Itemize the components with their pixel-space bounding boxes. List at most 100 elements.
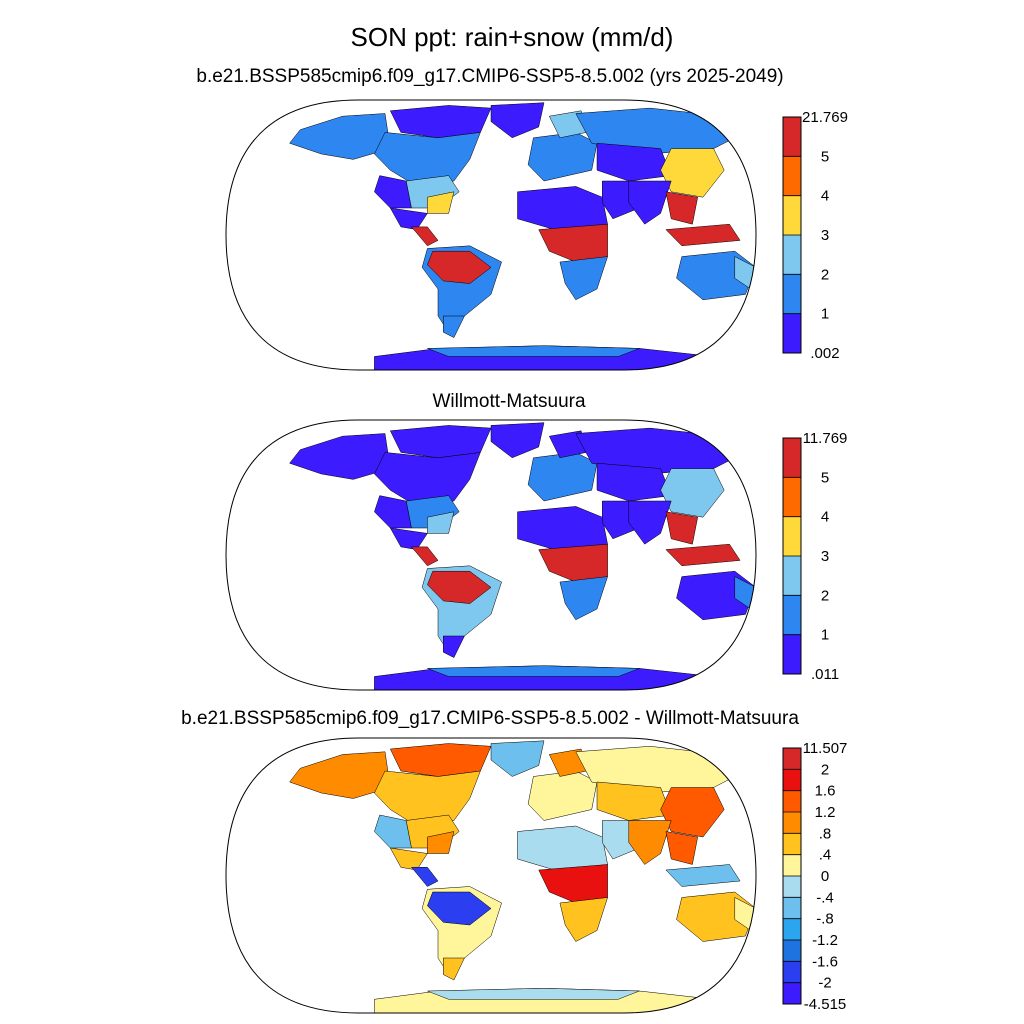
region-usa-west — [374, 495, 412, 529]
map-panel-1 — [225, 99, 782, 371]
colorbar-label: 4 — [821, 188, 829, 205]
region-mexico — [389, 207, 428, 230]
colorbar-label: 3 — [821, 227, 829, 244]
colorbar-1: 21.769 5 4 3 2 1 .002 — [782, 109, 848, 362]
region-patagonia — [443, 957, 465, 981]
region-newzealand — [761, 942, 782, 967]
colorbar-swatch — [783, 438, 801, 478]
region-africa-central — [538, 223, 608, 263]
region-northamerica — [374, 770, 481, 827]
colorbar-swatch — [783, 961, 801, 983]
colorbar-label: -4.515 — [804, 996, 847, 1013]
colorbar-label: -1.2 — [812, 932, 838, 949]
region-africa-south — [559, 256, 608, 301]
region-greenland — [490, 102, 545, 139]
colorbar-swatch — [783, 477, 801, 517]
region-greenland — [490, 740, 545, 777]
panel-1-title: b.e21.BSSP585cmip6.f09_g17.CMIP6-SSP5-8.… — [196, 66, 784, 87]
region-southeastasia — [665, 831, 698, 865]
colorbar-swatch — [783, 634, 801, 675]
region-centralasia — [596, 142, 672, 182]
region-alaska — [289, 113, 391, 160]
region-usa-west — [374, 814, 412, 849]
region-eastasia — [660, 468, 725, 518]
region-africa-north — [517, 825, 608, 871]
colorbar-label: 0 — [821, 868, 829, 885]
figure-title: SON ppt: rain+snow (mm/d) — [350, 22, 674, 52]
region-india — [628, 820, 672, 865]
colorbar-swatch — [783, 982, 801, 1005]
region-patagonia — [443, 635, 465, 658]
colorbar-swatch — [783, 156, 801, 196]
region-africa-central — [538, 864, 608, 904]
colorbar-2: 11.769 5 4 3 2 1 .011 — [782, 430, 847, 683]
region-africa-north — [517, 186, 608, 230]
region-usa-southeast — [427, 831, 455, 854]
region-africa-central — [538, 543, 608, 583]
colorbar-label: 5 — [821, 469, 829, 486]
region-newzealand — [761, 300, 782, 324]
colorbar-swatch — [783, 748, 801, 770]
region-alaska — [289, 751, 391, 799]
colorbar-label: -1.6 — [812, 953, 838, 970]
map-panel-2 — [225, 419, 782, 691]
region-india — [628, 180, 672, 225]
colorbar-swatch — [783, 854, 801, 877]
colorbar-swatch — [783, 940, 801, 962]
region-usa-west — [374, 175, 412, 209]
map-panel-3 — [225, 737, 782, 1014]
region-eastasia — [660, 787, 725, 838]
colorbar-label: 1 — [821, 306, 829, 323]
region-centralasia — [596, 781, 672, 821]
map-outline — [225, 737, 757, 1014]
colorbar-swatch — [783, 918, 801, 941]
region-southeastasia — [665, 191, 698, 225]
region-india — [628, 500, 672, 545]
region-centralamerica — [410, 546, 439, 567]
colorbar-label: 4 — [821, 509, 829, 526]
region-amazon — [427, 570, 492, 604]
region-europe — [527, 132, 598, 182]
colorbar-label: 5 — [821, 148, 829, 165]
region-northamerica — [374, 132, 481, 187]
colorbar-swatch — [783, 274, 801, 314]
region-africa-north — [517, 506, 608, 550]
region-newzealand — [761, 620, 782, 644]
colorbar-label: .002 — [810, 345, 839, 362]
colorbar-swatch — [783, 595, 801, 635]
colorbar-label: 2 — [821, 761, 829, 778]
region-indonesia — [665, 223, 741, 247]
colorbar-label: -2 — [818, 975, 831, 992]
colorbar-swatch — [783, 235, 801, 275]
region-usa-southeast — [427, 191, 455, 214]
land-regions — [289, 102, 782, 370]
colorbar-swatch — [783, 897, 801, 919]
colorbar-label: 3 — [821, 548, 829, 565]
colorbar-swatch — [783, 117, 801, 157]
colorbar-label: 1.2 — [815, 804, 836, 821]
region-alaska — [289, 433, 391, 480]
region-greenland — [490, 422, 545, 459]
colorbar-swatch — [783, 195, 801, 236]
region-indonesia — [665, 864, 741, 887]
region-antarctica-coast — [427, 345, 640, 357]
colorbar-label: -.8 — [816, 911, 834, 928]
colorbar-label: 2 — [821, 266, 829, 283]
panel-2-title: Willmott-Matsuura — [432, 391, 586, 412]
region-amazon — [427, 250, 492, 284]
colorbar-label: 1.6 — [815, 783, 836, 800]
region-mexico — [389, 527, 428, 550]
colorbar-label: .011 — [811, 666, 839, 683]
region-southeastasia — [665, 511, 698, 545]
colorbar-label: 2 — [821, 587, 829, 604]
colorbar-label: 1 — [821, 627, 829, 644]
region-mexico — [389, 847, 428, 871]
colorbar-label: .8 — [819, 825, 832, 842]
colorbar-swatch — [783, 833, 801, 855]
panel-3-title: b.e21.BSSP585cmip6.f09_g17.CMIP6-SSP5-8.… — [181, 708, 799, 729]
land-regions — [289, 740, 782, 1013]
region-centralamerica — [410, 867, 439, 887]
colorbar-swatch — [783, 556, 801, 596]
region-northamerica — [374, 452, 481, 507]
